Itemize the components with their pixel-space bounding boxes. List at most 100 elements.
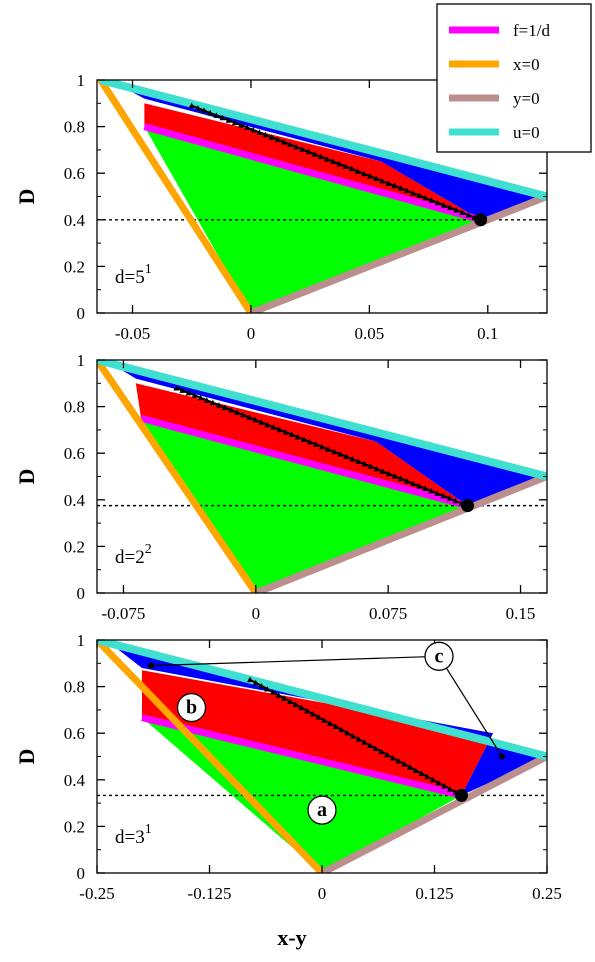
- trajectory-marker: [446, 204, 453, 211]
- plot-area: [97, 80, 547, 313]
- trajectory-marker: [305, 148, 312, 155]
- trajectory-marker: [315, 714, 322, 720]
- boundary-y0: [320, 753, 547, 873]
- trajectory-marker: [372, 745, 379, 751]
- trajectory-marker: [337, 451, 344, 457]
- trajectory-marker: [188, 102, 195, 109]
- boundary-u0: [99, 80, 547, 201]
- trajectory-marker: [300, 436, 307, 442]
- y-tick-label: 0.6: [64, 444, 85, 463]
- trajectory-marker: [447, 786, 454, 792]
- trajectory-marker: [459, 209, 466, 216]
- x-tick-label: 0.1: [477, 324, 498, 343]
- trajectory-marker: [378, 748, 385, 755]
- trajectory-marker: [234, 409, 241, 415]
- trajectory-marker: [389, 754, 396, 761]
- trajectory-marker: [410, 190, 417, 196]
- trajectory-marker: [465, 211, 472, 218]
- panel-label: d=22: [115, 542, 152, 568]
- trajectory-marker: [185, 389, 192, 396]
- trajectory-marker: [292, 701, 299, 708]
- trajectory-marker: [309, 711, 316, 717]
- trajectory-marker: [317, 153, 324, 160]
- trajectory-marker: [342, 163, 349, 169]
- trajectory-marker: [416, 192, 423, 199]
- trajectory-marker: [397, 185, 404, 191]
- region-red: [144, 103, 481, 220]
- trajectory-marker: [203, 397, 210, 403]
- trajectory-marker: [246, 414, 253, 420]
- trajectory-marker: [391, 473, 398, 479]
- trajectory-marker: [262, 131, 269, 138]
- trajectory-marker: [173, 384, 180, 391]
- trajectory-marker: [441, 783, 448, 789]
- trajectory-marker: [446, 495, 453, 501]
- trajectory-marker: [422, 485, 429, 491]
- trajectory-marker: [367, 173, 374, 179]
- boundary-f: [140, 414, 469, 509]
- trajectory-marker: [434, 199, 441, 206]
- y-axis-label: D: [14, 749, 39, 765]
- trajectory-marker: [215, 402, 222, 408]
- trajectory-marker: [440, 492, 447, 499]
- y-tick-label: 0.6: [64, 724, 85, 743]
- y-tick-label: 0.2: [64, 537, 85, 556]
- trajectory-marker: [280, 139, 287, 145]
- trajectory-marker: [355, 736, 362, 742]
- x-tick-label: -0.05: [115, 324, 150, 343]
- region-red: [135, 383, 468, 506]
- y-tick-label: 0: [77, 864, 86, 883]
- y-tick-label: 0.2: [64, 817, 85, 836]
- trajectory-marker: [213, 112, 220, 118]
- trajectory-marker: [435, 779, 442, 786]
- trajectory-marker: [348, 165, 355, 172]
- callout-leader: [150, 655, 440, 667]
- trajectory-marker: [194, 105, 201, 111]
- callout-leader: [438, 655, 503, 757]
- fixed-point: [455, 788, 468, 802]
- trajectory-marker: [344, 729, 351, 736]
- trajectory-marker: [360, 170, 367, 177]
- trajectory-marker: [237, 122, 244, 128]
- trajectory-marker: [250, 126, 257, 133]
- callout-target: [499, 753, 505, 760]
- boundary-x0: [97, 640, 325, 873]
- trajectory-marker: [379, 468, 386, 474]
- y-axis-label: D: [14, 469, 39, 485]
- x-tick-label: 0.05: [354, 324, 384, 343]
- trajectory-marker: [298, 704, 305, 711]
- trajectory-marker: [287, 698, 294, 705]
- trajectory-marker: [373, 465, 380, 472]
- trajectory-marker: [240, 411, 247, 418]
- trajectory-marker: [349, 732, 356, 739]
- trajectory-marker: [209, 399, 216, 406]
- x-tick-label: 0.125: [415, 884, 453, 903]
- trajectory-marker: [274, 136, 281, 143]
- trajectory-marker: [306, 438, 313, 445]
- trajectory-marker: [268, 134, 275, 140]
- boundary-y0: [249, 193, 547, 313]
- trajectory-marker: [293, 143, 300, 150]
- x-tick-label: 0.15: [506, 604, 536, 623]
- boundary-x0: [97, 360, 259, 593]
- callout-circle: [176, 692, 207, 723]
- trajectory-marker: [343, 453, 350, 460]
- trajectory-marker: [312, 441, 319, 447]
- fixed-point: [474, 213, 488, 227]
- trajectory-marker: [409, 480, 416, 487]
- trajectory-marker: [270, 424, 277, 430]
- trajectory-marker: [391, 182, 398, 189]
- trajectory-marker: [228, 407, 235, 413]
- trajectory-marker: [395, 757, 402, 764]
- x-tick-label: -0.25: [79, 884, 114, 903]
- chart-panel-3: 0 0.2 0.4 0.6 0.8 1 -0.25 -0.125 0 0.125 0.25 Dx-y d…: [14, 631, 562, 950]
- trajectory-marker: [197, 394, 204, 401]
- trajectory-marker: [276, 426, 283, 433]
- trajectory-marker: [354, 168, 361, 174]
- y-tick-label: 0: [77, 304, 86, 323]
- trajectory-marker: [349, 456, 356, 462]
- x-tick-label: -0.125: [188, 884, 232, 903]
- y-tick-label: 1: [77, 351, 86, 370]
- chart-panel-1: 0 0.2 0.4 0.6 0.8 1 -0.05 0 0.05 0.1 Dd=51: [14, 71, 548, 343]
